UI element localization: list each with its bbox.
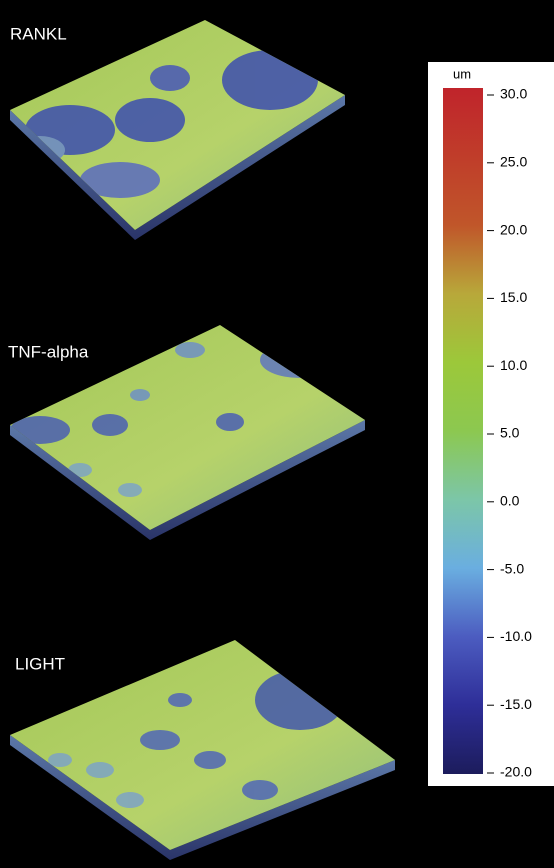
tick-label: -10.0 <box>500 628 532 644</box>
tick-label: -15.0 <box>500 696 532 712</box>
tick-label: 10.0 <box>500 357 527 373</box>
panel-label: RANKL <box>10 24 67 43</box>
colorbar-unit: um <box>453 66 471 81</box>
tick-label: -5.0 <box>500 560 524 576</box>
surface-3 <box>10 640 395 860</box>
tick-label: 20.0 <box>500 221 527 237</box>
colorbar-gradient <box>443 88 483 774</box>
tick-label: 30.0 <box>500 86 527 102</box>
figure: RANKL TNF-alpha LIGHT um 30.0 25.0 20.0 15.… <box>0 0 554 868</box>
page: RANKL TNF-alpha LIGHT um 30.0 25.0 20.0 15.… <box>0 0 554 868</box>
colorbar: um 30.0 25.0 20.0 15.0 10.0 5.0 0.0 -5.0 -10.0 -1… <box>428 62 554 786</box>
tick-label: 0.0 <box>500 493 520 509</box>
panel-label: TNF-alpha <box>8 342 89 361</box>
tick-label: 15.0 <box>500 289 527 305</box>
tick-label: 25.0 <box>500 154 527 170</box>
panel-label: LIGHT <box>15 654 65 673</box>
surface-1 <box>10 20 345 240</box>
tick-label: -20.0 <box>500 764 532 780</box>
tick-label: 5.0 <box>500 425 520 441</box>
